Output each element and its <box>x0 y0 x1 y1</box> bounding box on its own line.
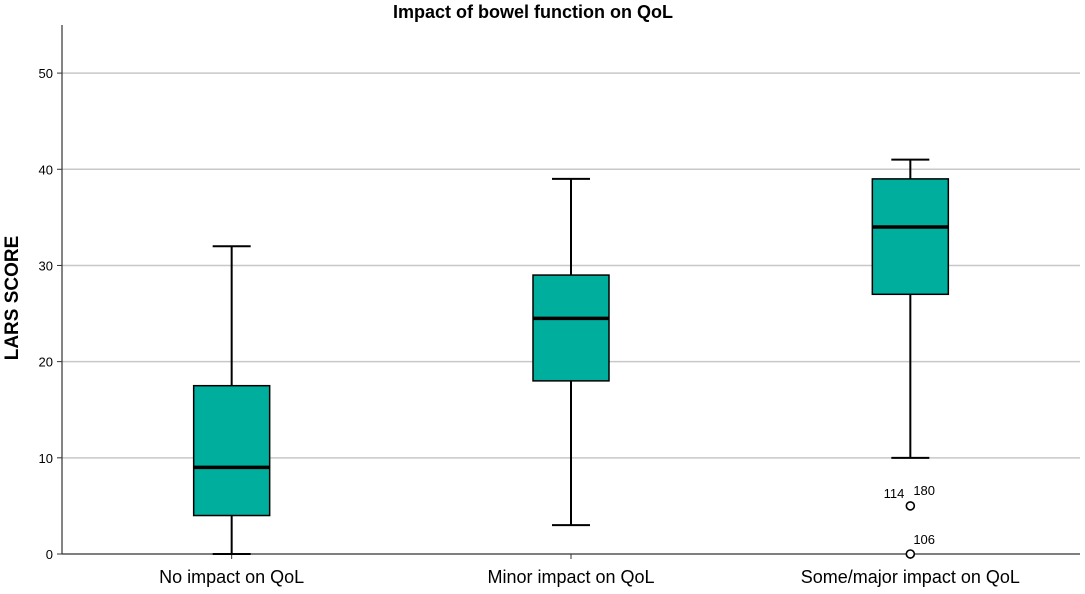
y-tick-label-40: 40 <box>39 162 53 177</box>
box-iqr-2 <box>871 178 950 296</box>
outlier-label-180: 180 <box>913 483 935 498</box>
box-group-2: 114 180 106 <box>871 158 950 559</box>
tick-labels: 0 10 20 30 40 50 No impact on QoL Minor impact … <box>39 66 1020 587</box>
outlier-point-2-0 <box>905 501 916 511</box>
y-tick-label-30: 30 <box>39 258 53 273</box>
box-iqr-0 <box>192 384 271 517</box>
y-tick-label-10: 10 <box>39 451 53 466</box>
outlier-label-114: 114 <box>884 486 905 501</box>
box-group-0 <box>192 245 271 555</box>
box-iqr-1 <box>532 274 610 382</box>
y-tick-label-20: 20 <box>39 355 53 370</box>
y-tick-label-50: 50 <box>39 66 53 81</box>
outlier-label-106: 106 <box>913 532 935 547</box>
boxes: 114 180 106 <box>192 158 950 559</box>
x-tick-label-0: No impact on QoL <box>159 567 304 587</box>
chart-title: Impact of bowel function on QoL <box>393 2 673 22</box>
box-group-1 <box>532 177 610 527</box>
x-tick-label-2: Some/major impact on QoL <box>801 567 1020 587</box>
x-tick-label-1: Minor impact on QoL <box>487 567 654 587</box>
outlier-point-2-1 <box>905 549 916 559</box>
y-axis-label: LARS SCORE <box>2 236 23 361</box>
y-tick-label-0: 0 <box>46 547 53 562</box>
